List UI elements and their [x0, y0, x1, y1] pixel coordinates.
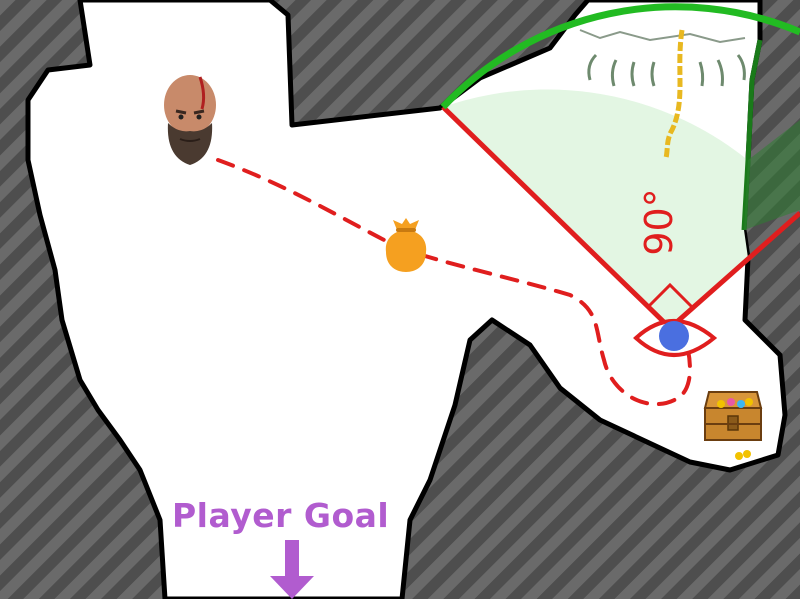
cone-edge-left: [441, 105, 672, 330]
arrow-down-icon: [270, 540, 314, 599]
cone-shadow: [744, 120, 800, 230]
guard-eye[interactable]: [633, 319, 718, 357]
rope-line: [663, 29, 685, 159]
guard-dot: [659, 321, 689, 351]
cone-arc: [440, 3, 800, 110]
player-face-icon[interactable]: [164, 75, 216, 165]
cone-edge-right: [668, 211, 800, 330]
treasure-chest-icon[interactable]: [703, 391, 763, 460]
right-angle-marker: [646, 282, 694, 309]
goal-label: Player Goal: [172, 496, 390, 535]
vision-cone: [443, 29, 785, 328]
player-path: [216, 158, 692, 407]
money-bag-icon[interactable]: [385, 218, 427, 272]
vision-angle-label: 90°: [637, 188, 681, 255]
